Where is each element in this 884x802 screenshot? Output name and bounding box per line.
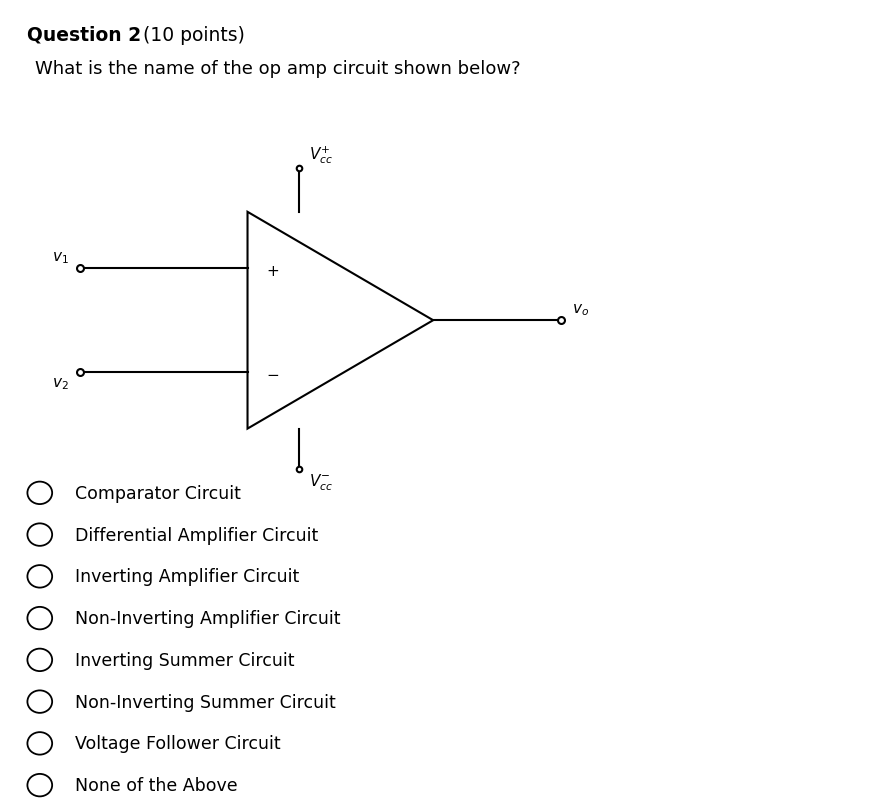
Text: Inverting Amplifier Circuit: Inverting Amplifier Circuit [75,568,300,585]
Text: $v_1$: $v_1$ [52,249,69,265]
Text: Inverting Summer Circuit: Inverting Summer Circuit [75,651,294,669]
Text: Non-Inverting Summer Circuit: Non-Inverting Summer Circuit [75,693,336,711]
Text: None of the Above: None of the Above [75,776,238,794]
Text: −: − [266,368,278,383]
Text: Differential Amplifier Circuit: Differential Amplifier Circuit [75,526,318,544]
Text: $V_{cc}^{+}$: $V_{cc}^{+}$ [309,144,333,166]
Text: $v_o$: $v_o$ [572,302,589,318]
Text: +: + [266,264,278,278]
Text: What is the name of the op amp circuit shown below?: What is the name of the op amp circuit s… [35,60,521,78]
Text: $v_2$: $v_2$ [52,376,69,392]
Text: $V_{cc}^{-}$: $V_{cc}^{-}$ [309,472,333,492]
Text: Voltage Follower Circuit: Voltage Follower Circuit [75,735,281,752]
Text: Non-Inverting Amplifier Circuit: Non-Inverting Amplifier Circuit [75,610,340,627]
Text: (10 points): (10 points) [137,26,245,45]
Text: Question 2: Question 2 [27,26,141,45]
Text: Comparator Circuit: Comparator Circuit [75,484,241,502]
